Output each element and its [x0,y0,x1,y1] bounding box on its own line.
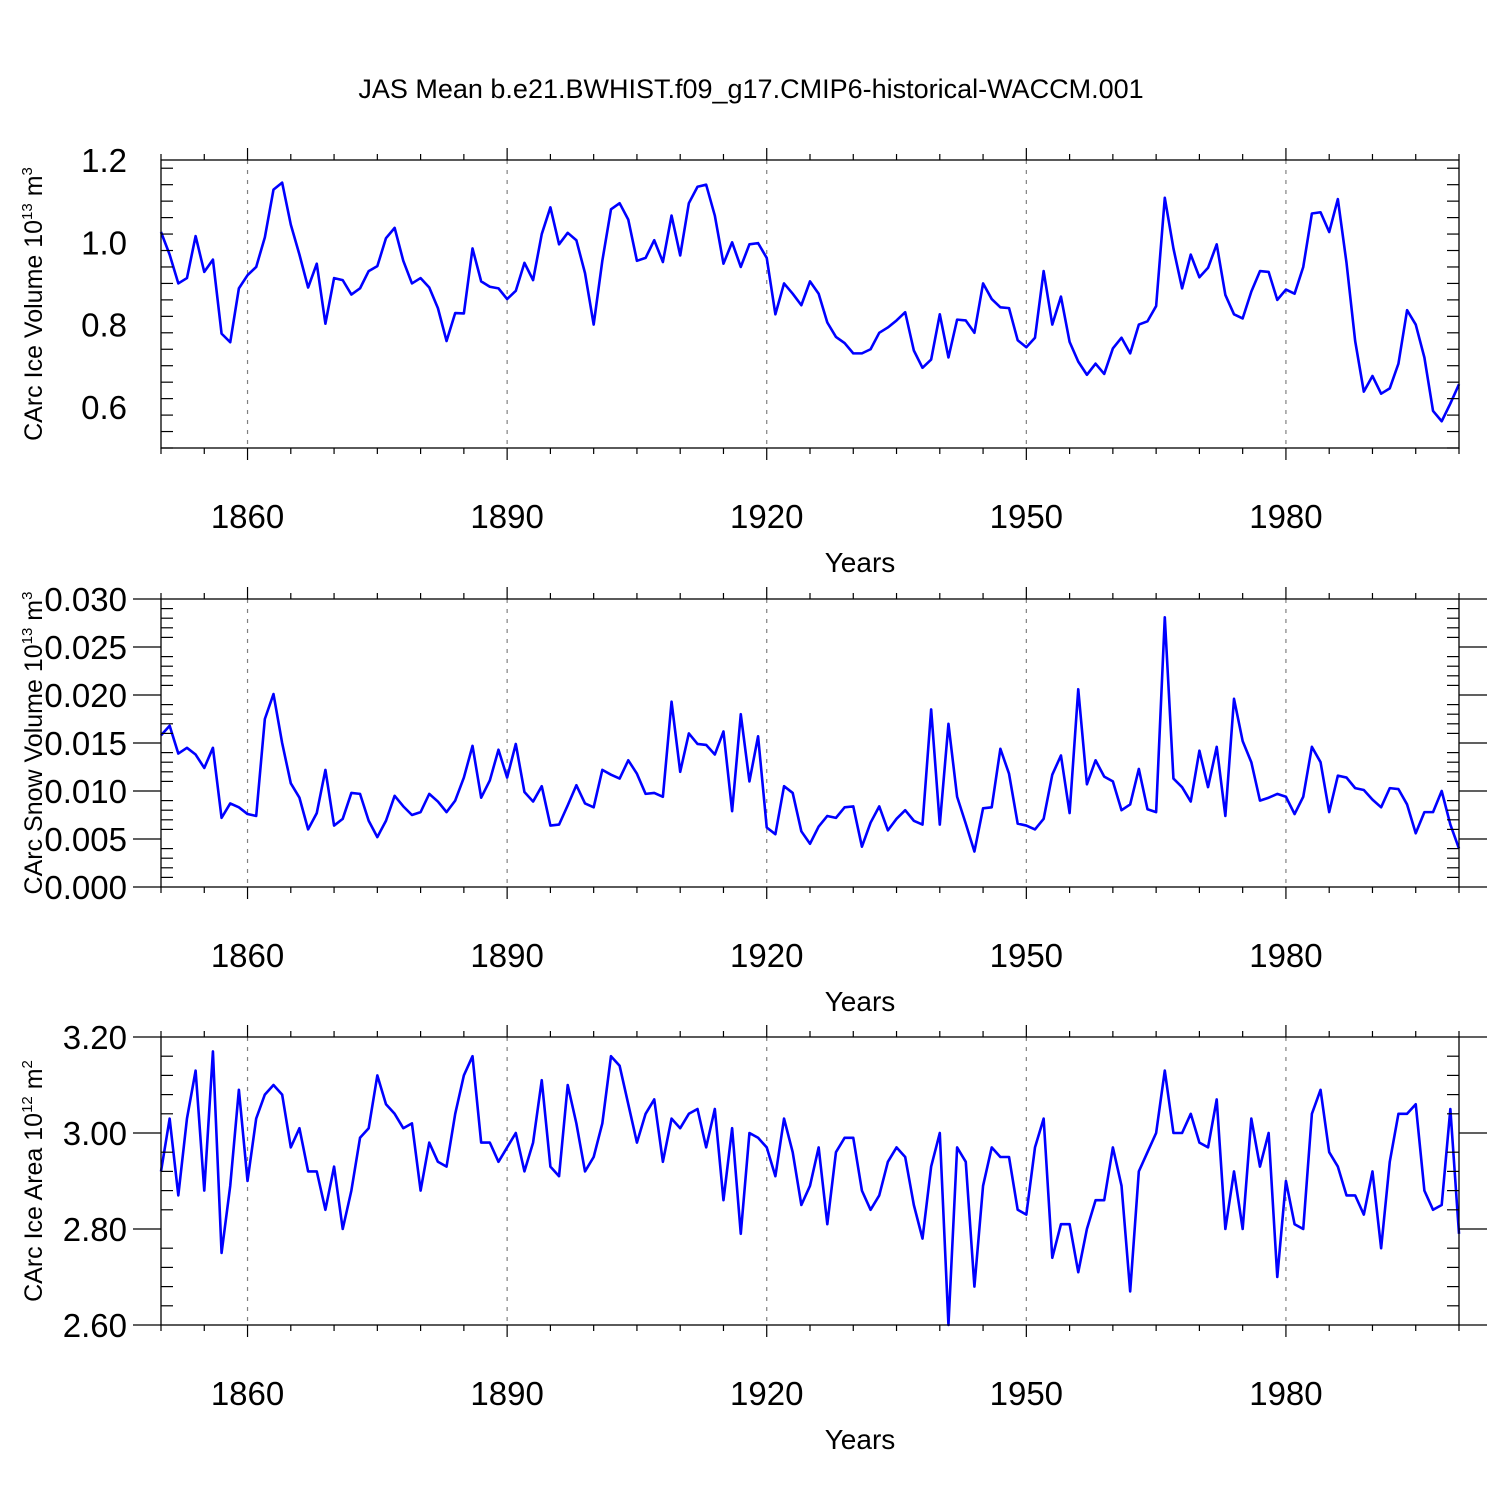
y-tick-labels: 0.000 0.005 0.010 0.015 0.020 0.025 0.030 [44,581,127,906]
x-tick-label: 1920 [730,937,803,974]
vertical-gridlines [246,599,1287,887]
y-axis-label-unit-exponent: 2 [19,1060,36,1068]
y-tick-label: 0.010 [44,773,127,810]
y-tick-label: 0.000 [44,869,127,906]
y-tick-label: 3.20 [63,1019,127,1056]
x-tick-label: 1920 [730,1375,803,1412]
y-tick-label: 3.00 [63,1115,127,1152]
x-axis-label: Years [825,547,896,578]
x-tick-label: 1860 [211,1375,284,1412]
axis-ticks [133,587,1487,899]
x-tick-label: 1980 [1249,498,1322,535]
x-axis-label: Years [825,986,896,1017]
y-tick-label: 0.025 [44,629,127,666]
ice-volume-series-line [159,181,1461,423]
axis-ticks [160,148,1460,460]
x-tick-label: 1950 [990,1375,1063,1412]
x-tick-label: 1950 [990,937,1063,974]
axis-ticks [133,1025,1487,1337]
y-tick-labels: 2.60 2.80 3.00 3.20 [63,1019,127,1344]
x-tick-label: 1860 [211,498,284,535]
y-tick-label: 1.0 [81,224,127,261]
ice-area-series-line [159,1050,1461,1327]
y-tick-label: 0.015 [44,725,127,762]
x-tick-labels: 1860 1890 1920 1950 1980 [211,1375,1323,1412]
y-tick-label: 0.020 [44,677,127,714]
x-tick-label: 1980 [1249,1375,1322,1412]
y-axis-label-unit: m [20,1068,48,1096]
panel-ice-area: 2.60 2.80 3.00 3.20 1860 1890 1920 1950 1980 Ye… [19,1019,1487,1455]
y-tick-label: 0.030 [44,581,127,618]
x-tick-labels: 1860 1890 1920 1950 1980 [211,937,1323,974]
y-axis-label: CArc Ice Area 1012 m2 [19,1060,48,1302]
y-axis-label-unit-exponent: 3 [19,592,36,600]
x-tick-label: 1860 [211,937,284,974]
y-axis-label-text: CArc Snow Volume 10 [20,644,48,894]
x-tick-label: 1890 [470,1375,543,1412]
y-axis-label-text: CArc Ice Volume 10 [20,220,48,441]
y-tick-label: 0.6 [81,389,127,426]
snow-volume-series-line [160,615,1461,853]
y-tick-labels: 0.6 0.8 1.0 1.2 [81,142,127,426]
y-tick-label: 2.80 [63,1211,127,1248]
y-tick-label: 1.2 [81,142,127,179]
x-tick-label: 1980 [1249,937,1322,974]
y-axis-label-unit-exponent: 3 [19,167,36,175]
plot-frame [160,159,1460,449]
y-axis-label-exponent: 13 [19,203,36,220]
y-axis-label-unit: m [20,600,48,628]
panel-ice-volume: 0.60.81.01.2 1860 1890 1920 1950 1980 Years … [19,142,1461,578]
panel-snow-volume: 0.000 0.005 0.010 0.015 0.020 0.025 0.030 1860… [19,581,1487,1017]
vertical-gridlines [246,160,1287,448]
y-axis-label-exponent: 12 [19,1096,36,1113]
y-tick-label: 0.005 [44,821,127,858]
y-tick-label: 0.8 [81,307,127,344]
chart-title: JAS Mean b.e21.BWHIST.f09_g17.CMIP6-hist… [358,74,1143,104]
y-axis-label: CArc Snow Volume 1013 m3 [19,592,48,895]
y-axis-label-unit: m [20,175,48,203]
y-axis-label-exponent: 13 [19,628,36,645]
x-tick-label: 1950 [990,498,1063,535]
x-tick-label: 1920 [730,498,803,535]
x-tick-labels: 1860 1890 1920 1950 1980 [211,498,1323,535]
y-axis-label-text: CArc Ice Area 10 [20,1113,48,1302]
x-axis-label: Years [825,1424,896,1455]
y-axis-label: CArc Ice Volume 1013 m3 [19,167,48,441]
x-tick-label: 1890 [470,498,543,535]
y-tick-label: 2.60 [63,1307,127,1344]
x-tick-label: 1890 [470,937,543,974]
